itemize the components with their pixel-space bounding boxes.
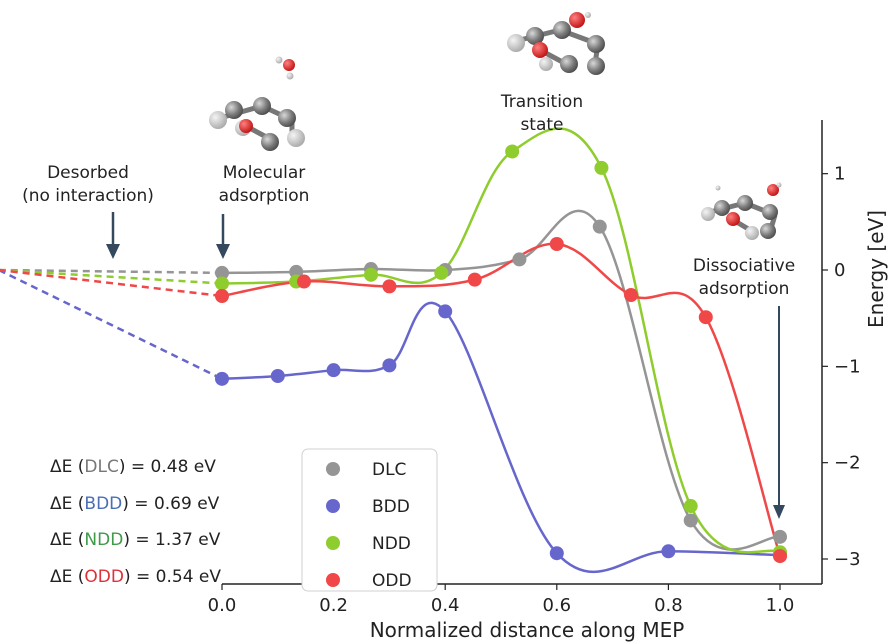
data-point-odd — [698, 310, 713, 325]
data-point-ndd — [215, 276, 229, 291]
data-point-odd — [773, 549, 787, 564]
arrowhead-dissociative — [773, 505, 785, 519]
x-tick-label: 0.0 — [208, 595, 237, 616]
molecule-water-image — [275, 56, 295, 80]
data-point-odd — [215, 289, 229, 304]
legend-entries: DLC BDD NDD ODD — [326, 460, 412, 591]
legend-marker-odd — [326, 573, 340, 587]
x-tick-label: 1.0 — [766, 595, 795, 616]
data-point-odd — [624, 288, 639, 303]
data-point-bdd — [382, 358, 397, 373]
data-point-bdd — [270, 368, 285, 383]
data-point-bdd — [549, 546, 564, 561]
x-tick-label: 0.2 — [319, 595, 348, 616]
molecule-adsorbed-image — [209, 97, 305, 151]
data-point-ndd — [594, 160, 609, 175]
annotation-dissociative-line2: adsorption — [699, 279, 790, 299]
legend-box — [301, 448, 438, 592]
data-point-ndd — [683, 499, 698, 514]
legend-marker-ndd — [326, 536, 340, 550]
y-axis-ticks: 1 0 −1 −2 −3 — [822, 164, 861, 570]
series-points — [215, 144, 787, 564]
x-axis-ticks: 0.0 0.2 0.4 0.6 0.8 1.0 — [208, 584, 795, 616]
annotation-desorbed-line2: (no interaction) — [22, 186, 154, 206]
y-tick-label: −1 — [834, 356, 861, 377]
data-point-dlc — [683, 513, 698, 528]
data-point-odd — [467, 272, 482, 287]
barrier-dlc: ΔE (DLC) = 0.48 eV — [50, 457, 216, 477]
series-line-odd — [221, 242, 782, 557]
data-point-ndd — [434, 265, 449, 280]
annotation-transition: Transition state — [500, 92, 583, 135]
arrowhead-molecular — [216, 244, 230, 259]
barrier-text-block: ΔE (DLC) = 0.48 eV ΔE (BDD) = 0.69 eV ΔE… — [50, 457, 221, 587]
data-point-odd — [297, 274, 312, 289]
annotation-molecular-line1: Molecular — [223, 163, 306, 183]
data-point-dlc — [215, 265, 229, 280]
desorbed-reference-lines — [0, 268, 223, 380]
y-tick-label: 1 — [834, 164, 845, 185]
desorbed-dash-dlc — [0, 268, 223, 275]
data-point-odd — [549, 236, 564, 251]
desorbed-dash-ndd — [0, 268, 223, 285]
data-point-ndd — [505, 144, 520, 159]
legend-label-bdd: BDD — [372, 497, 410, 517]
legend-label-odd: ODD — [372, 571, 412, 591]
data-point-bdd — [661, 544, 676, 559]
legend: DLC BDD NDD ODD — [301, 448, 438, 592]
legend-marker-bdd — [326, 499, 340, 513]
data-point-dlc — [592, 219, 607, 234]
data-point-ndd — [363, 267, 378, 282]
legend-label-ndd: NDD — [372, 534, 411, 554]
data-point-bdd — [326, 363, 341, 378]
legend-label-dlc: DLC — [372, 460, 406, 480]
x-tick-label: 0.8 — [654, 595, 683, 616]
x-tick-label: 0.6 — [542, 595, 571, 616]
annotation-transition-line2: state — [520, 115, 563, 135]
annotation-dissociative-line1: Dissociative — [693, 256, 795, 276]
y-tick-label: −3 — [834, 549, 861, 570]
desorbed-dash-odd — [0, 268, 223, 298]
annotation-desorbed: Desorbed (no interaction) — [22, 163, 154, 259]
desorbed-dash-bdd — [0, 269, 223, 380]
y-axis-label: Energy [eV] — [864, 210, 888, 328]
data-point-dlc — [773, 529, 787, 544]
data-point-bdd — [215, 371, 229, 386]
y-tick-label: 0 — [834, 260, 845, 281]
data-point-dlc — [289, 264, 304, 279]
data-point-bdd — [438, 304, 453, 319]
annotation-dissociative: Dissociative adsorption — [693, 256, 795, 519]
data-point-dlc — [512, 252, 527, 267]
data-point-odd — [382, 279, 397, 294]
annotation-molecular-line2: adsorption — [219, 186, 310, 206]
legend-marker-dlc — [326, 462, 340, 476]
barrier-bdd: ΔE (BDD) = 0.69 eV — [50, 494, 220, 514]
annotation-desorbed-line1: Desorbed — [47, 163, 129, 183]
molecule-transition-image — [507, 12, 605, 75]
annotation-molecular: Molecular adsorption — [216, 163, 309, 259]
barrier-ndd: ΔE (NDD) = 1.37 eV — [50, 530, 221, 550]
arrowhead-desorbed — [106, 244, 120, 259]
x-tick-label: 0.4 — [431, 595, 460, 616]
barrier-odd: ΔE (ODD) = 0.54 eV — [50, 567, 221, 587]
annotation-transition-line1: Transition — [500, 92, 583, 112]
x-axis-label: Normalized distance along MEP — [370, 618, 685, 642]
molecule-dissociated-image — [701, 182, 782, 240]
y-tick-label: −2 — [834, 453, 861, 474]
